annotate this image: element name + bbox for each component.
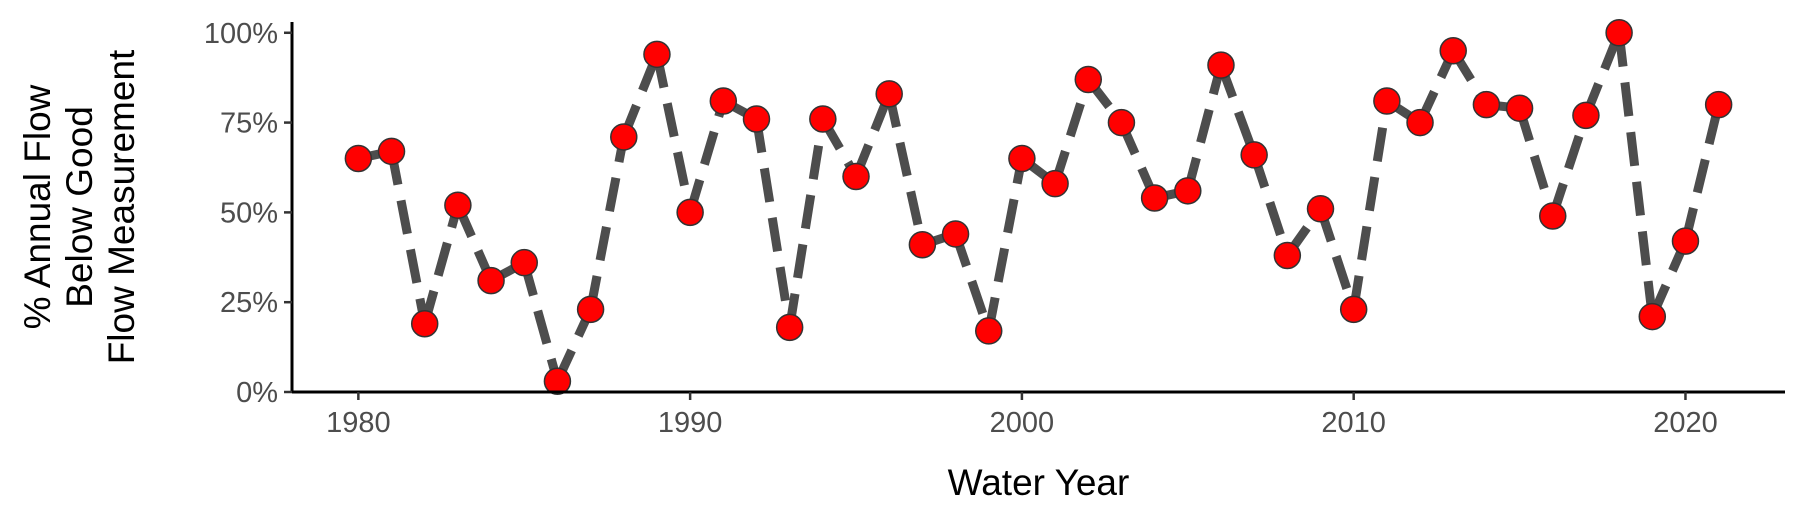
x-tick-label: 2000	[990, 407, 1055, 439]
x-tick-label: 2010	[1321, 407, 1386, 439]
data-point-2020	[1671, 227, 1700, 255]
y-tick-label: 75%	[220, 108, 278, 140]
data-point-1988	[610, 123, 638, 151]
y-axis-title-line: Below Good	[59, 106, 100, 308]
data-point-2017	[1572, 101, 1600, 130]
data-point-2013	[1439, 36, 1467, 65]
data-point-2001	[1041, 169, 1069, 198]
series-line-segment	[619, 52, 662, 139]
data-point-2016	[1539, 202, 1567, 230]
data-point-2010	[1339, 295, 1368, 324]
data-point-2012	[1406, 108, 1434, 137]
x-tick-label: 1990	[658, 407, 723, 439]
series-line-segment	[951, 232, 993, 333]
data-point-2018	[1605, 19, 1633, 47]
data-point-1980	[344, 144, 373, 173]
data-point-1993	[775, 313, 804, 342]
data-point-2004	[1140, 184, 1169, 212]
y-axis-title: % Annual FlowBelow GoodFlow Measurement	[17, 49, 142, 364]
y-axis-title-line: % Annual Flow	[17, 84, 58, 329]
y-axis-ticks: 0% 25% 50% 75% 100%	[204, 18, 292, 409]
series-line-segment	[1681, 103, 1724, 243]
series-line-segment	[1349, 100, 1392, 311]
x-tick-label: 1980	[326, 407, 391, 439]
y-tick-label: 100%	[204, 18, 278, 50]
series-line-segment	[984, 157, 1027, 332]
series-line-group	[357, 31, 1724, 384]
series-line-segment	[884, 92, 927, 246]
data-point-1999	[974, 317, 1003, 345]
series-line-segment	[1614, 32, 1657, 318]
series-line-segment	[586, 136, 629, 311]
series-line-segment	[1183, 63, 1226, 192]
data-point-1986	[543, 367, 572, 395]
series-line-segment	[1316, 207, 1358, 311]
data-point-1996	[875, 80, 903, 108]
series-line-segment	[1548, 113, 1591, 218]
data-point-1989	[643, 40, 671, 69]
data-point-1998	[941, 220, 970, 248]
series-points-group	[344, 19, 1733, 395]
series-line-segment	[387, 150, 430, 325]
data-point-1981	[377, 137, 406, 166]
data-point-2003	[1107, 108, 1136, 137]
series-line-segment	[1515, 106, 1558, 218]
y-tick-label: 50%	[220, 197, 278, 229]
data-point-1995	[842, 162, 870, 191]
data-point-1987	[576, 295, 605, 324]
series-line-segment	[685, 99, 728, 214]
data-point-1983	[444, 191, 472, 219]
series-line-segment	[519, 261, 562, 383]
data-point-2011	[1373, 87, 1401, 115]
series-line-segment	[1249, 153, 1292, 257]
series-line-segment	[1581, 31, 1624, 118]
series-line-segment	[851, 92, 894, 179]
series-line-segment	[1050, 78, 1093, 186]
x-axis-ticks: 1980 1990 2000 2010 2020	[326, 392, 1718, 439]
data-point-2019	[1638, 302, 1667, 331]
series-line-segment	[652, 53, 695, 214]
y-tick-label: 25%	[220, 287, 278, 319]
data-point-2006	[1207, 51, 1235, 79]
series-line-segment	[1216, 63, 1259, 157]
data-point-1984	[477, 266, 505, 295]
data-point-2000	[1008, 144, 1036, 173]
x-axis-title: Water Year	[948, 462, 1130, 503]
data-point-2008	[1273, 241, 1302, 270]
data-point-1994	[809, 105, 837, 133]
data-point-1990	[676, 198, 704, 227]
data-point-1985	[510, 248, 538, 277]
data-point-2007	[1240, 141, 1268, 169]
data-point-2014	[1472, 90, 1501, 119]
y-axis-title-line: Flow Measurement	[101, 49, 142, 364]
data-point-1982	[410, 309, 439, 338]
data-point-2009	[1306, 195, 1335, 223]
series-line-segment	[420, 203, 463, 325]
x-tick-label: 2020	[1653, 407, 1718, 439]
data-point-2002	[1074, 65, 1103, 94]
data-point-2021	[1704, 90, 1733, 119]
series-line-segment	[785, 118, 828, 329]
data-point-2005	[1174, 177, 1202, 205]
y-tick-label: 0%	[236, 377, 278, 409]
data-point-1991	[709, 87, 738, 115]
series-line-segment	[752, 118, 795, 329]
data-point-2015	[1505, 94, 1534, 122]
data-point-1997	[908, 230, 937, 259]
data-point-1992	[742, 105, 771, 133]
